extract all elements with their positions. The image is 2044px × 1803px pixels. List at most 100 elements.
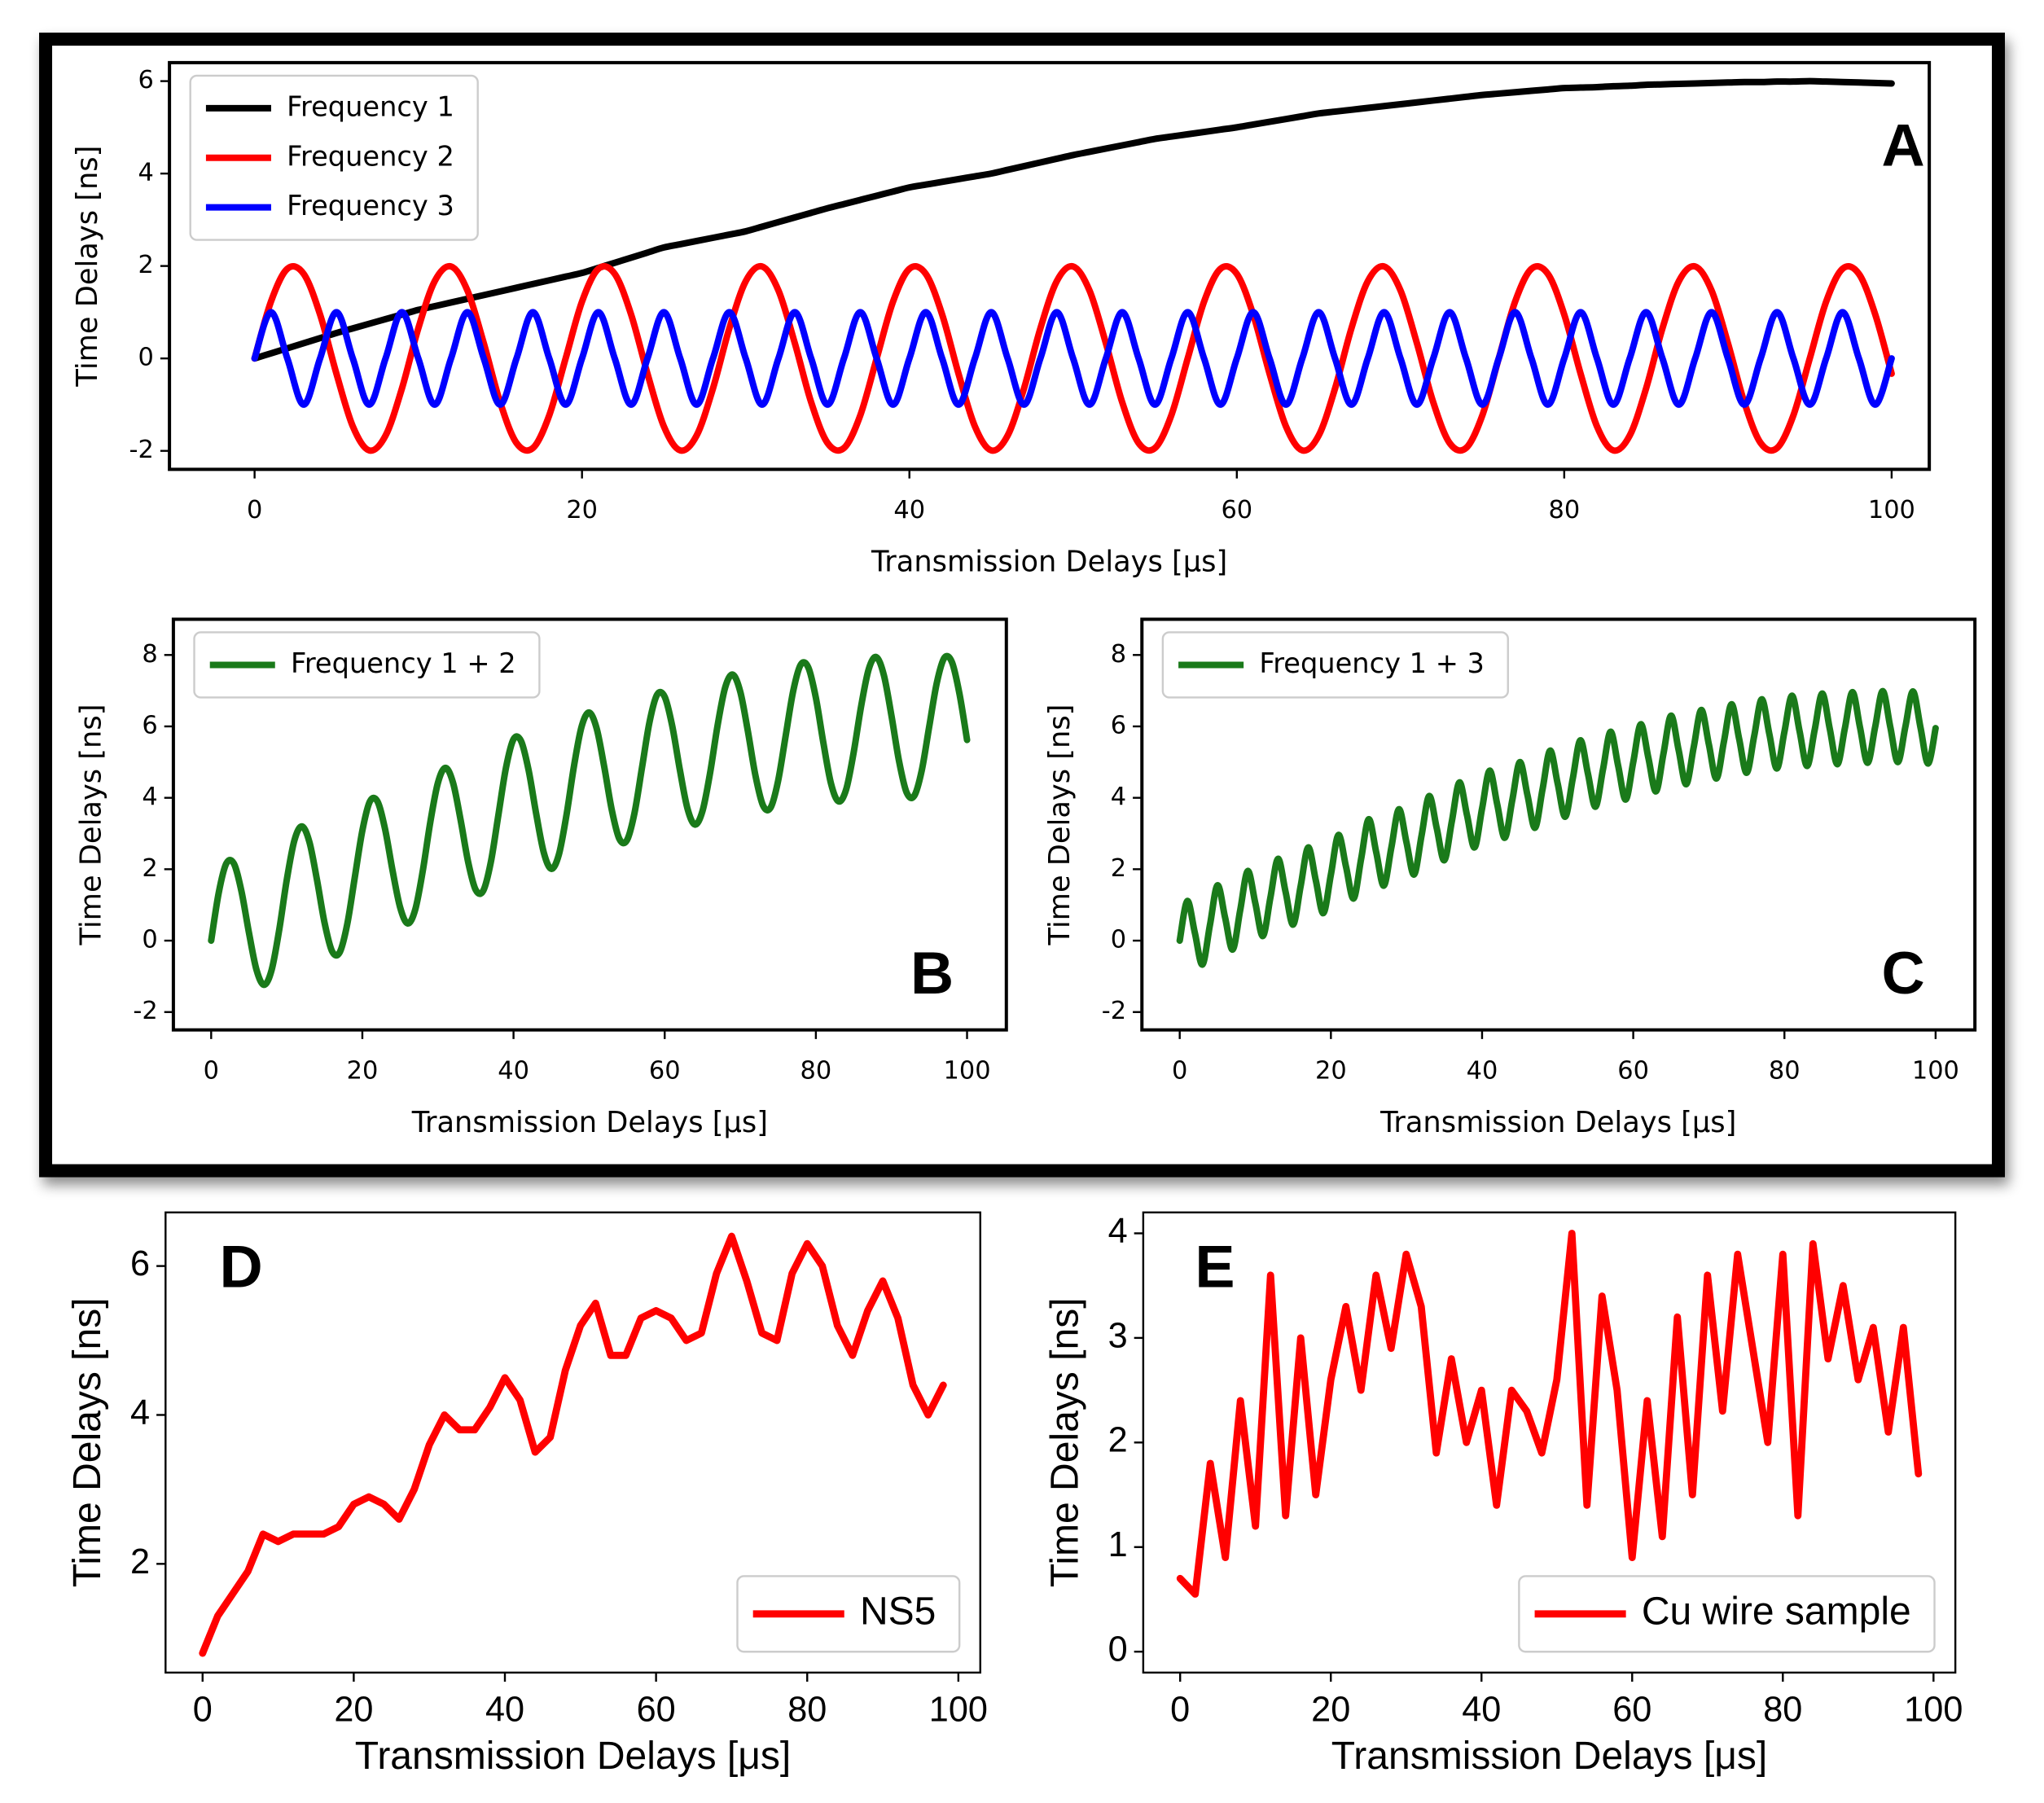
y-tick-label: 1 <box>1108 1525 1128 1564</box>
subplot: 0 20 40 60 80 100 0 1 2 3 4 Transmission Delays [μs… <box>1044 1211 1963 1778</box>
legend-label: NS5 <box>860 1590 936 1634</box>
legend-label: Cu wire sample <box>1642 1590 1911 1634</box>
legend-label: Frequency 1 + 2 <box>291 647 516 679</box>
legend-frame <box>1518 1575 1936 1653</box>
x-tick-label: 0 <box>193 1690 213 1729</box>
data-line <box>251 262 1895 454</box>
legend: Frequency 1 + 2 <box>193 631 541 699</box>
x-tick-label: 100 <box>944 1056 991 1085</box>
x-tick-label: 60 <box>1221 496 1252 524</box>
x-tick-label: 100 <box>1868 496 1915 524</box>
x-tick-label: 20 <box>347 1056 379 1085</box>
y-tick-label: 6 <box>142 711 157 739</box>
y-tick-label: 8 <box>142 640 157 669</box>
legend: Frequency 1 + 3 <box>1161 631 1509 699</box>
x-axis-label: Transmission Delays [μs] <box>411 1106 768 1139</box>
y-tick-label: -2 <box>129 436 154 464</box>
legend: NS5 <box>736 1575 961 1653</box>
legend-label: Frequency 3 <box>287 190 454 222</box>
panel-label: A <box>1882 112 1925 179</box>
x-tick-label: 60 <box>649 1056 681 1085</box>
legend-label: Frequency 1 + 3 <box>1259 647 1485 679</box>
panel-label: C <box>1882 939 1925 1007</box>
y-axis-label: Time Delays [ns] <box>75 704 108 946</box>
x-tick-label: 20 <box>1315 1056 1347 1085</box>
axes-frame <box>168 60 1932 472</box>
x-tick-label: 0 <box>204 1056 219 1085</box>
y-tick-label: 4 <box>1108 1212 1128 1251</box>
x-tick-label: 20 <box>566 496 598 524</box>
y-tick-label: 0 <box>138 344 154 372</box>
y-axis-label: Time Delays [ns] <box>1043 704 1077 946</box>
data-line <box>208 652 971 989</box>
x-tick-label: 0 <box>247 496 262 524</box>
x-axis-label: Transmission Delays [μs] <box>1331 1735 1768 1778</box>
y-tick-label: 2 <box>138 251 154 279</box>
y-axis-label: Time Delays [ns] <box>1044 1297 1087 1587</box>
x-tick-label: 40 <box>1467 1056 1498 1085</box>
y-tick-label: 4 <box>138 159 154 187</box>
data-line <box>251 77 1895 362</box>
legend-frame <box>736 1575 961 1653</box>
x-axis-label: Transmission Delays [μs] <box>871 546 1227 579</box>
panel-label: E <box>1195 1232 1235 1300</box>
y-tick-label: 4 <box>1111 783 1126 811</box>
x-tick-label: 40 <box>485 1690 524 1729</box>
legend-frame <box>193 631 541 699</box>
x-tick-label: 0 <box>1172 1056 1187 1085</box>
x-tick-label: 20 <box>334 1690 373 1729</box>
x-tick-label: 40 <box>893 496 925 524</box>
x-axis-label: Transmission Delays [μs] <box>355 1735 792 1778</box>
x-tick-label: 80 <box>1548 496 1580 524</box>
x-tick-label: 40 <box>498 1056 529 1085</box>
y-axis-label: Time Delays [ns] <box>66 1297 109 1587</box>
legend-frame <box>1161 631 1509 699</box>
y-axis-label: Time Delays [ns] <box>71 146 104 388</box>
x-tick-label: 40 <box>1462 1690 1501 1729</box>
legend: Frequency 1 Frequency 2 Frequency 3 <box>189 74 479 241</box>
panel-label: D <box>220 1232 263 1300</box>
y-tick-label: 2 <box>130 1542 150 1581</box>
x-tick-label: 80 <box>1769 1056 1801 1085</box>
x-tick-label: 60 <box>1612 1690 1651 1729</box>
y-tick-label: 2 <box>1111 854 1126 883</box>
y-tick-label: 0 <box>142 926 157 954</box>
x-tick-label: 20 <box>1311 1690 1350 1729</box>
y-tick-label: 8 <box>1111 640 1126 669</box>
x-tick-label: 60 <box>1617 1056 1649 1085</box>
x-tick-label: 80 <box>800 1056 832 1085</box>
x-tick-label: 60 <box>637 1690 676 1729</box>
x-axis-label: Transmission Delays [μs] <box>1379 1106 1736 1139</box>
y-tick-label: 6 <box>130 1244 150 1283</box>
data-line <box>1176 687 1939 968</box>
legend-label: Frequency 2 <box>287 140 454 172</box>
data-line <box>1176 1230 1923 1598</box>
y-tick-label: -2 <box>133 997 157 1025</box>
y-tick-label: 0 <box>1111 926 1126 954</box>
legend: Cu wire sample <box>1518 1575 1936 1653</box>
x-tick-label: 80 <box>787 1690 827 1729</box>
x-tick-label: 100 <box>929 1690 988 1729</box>
y-tick-label: 3 <box>1108 1316 1128 1355</box>
y-tick-label: 2 <box>1108 1421 1128 1460</box>
x-tick-label: 0 <box>1170 1690 1190 1729</box>
x-tick-label: 100 <box>1904 1690 1963 1729</box>
data-line <box>199 1232 947 1657</box>
y-tick-label: 2 <box>142 854 157 883</box>
y-tick-label: 4 <box>130 1393 150 1432</box>
subplot: 0 20 40 60 80 100 -2 0 2 4 6 Transmission Delays [μ… <box>71 60 1932 579</box>
y-tick-label: 0 <box>1108 1630 1128 1669</box>
y-tick-label: 4 <box>142 783 157 811</box>
x-tick-label: 100 <box>1912 1056 1959 1085</box>
y-tick-label: 6 <box>1111 711 1126 739</box>
y-tick-label: 6 <box>138 66 154 94</box>
legend-label: Frequency 1 <box>287 90 454 122</box>
subplot: 0 20 40 60 80 100 -2 0 2 4 6 8 Transmission Delays [… <box>75 617 1008 1139</box>
legend-frame <box>189 74 479 241</box>
subplot: 0 20 40 60 80 100 -2 0 2 4 6 8 Transmission Delays [… <box>1043 617 1977 1139</box>
y-tick-label: -2 <box>1102 997 1126 1025</box>
x-tick-label: 80 <box>1763 1690 1802 1729</box>
subplot: 0 20 40 60 80 100 2 4 6 Transmission Delays [μs] T… <box>66 1211 988 1778</box>
